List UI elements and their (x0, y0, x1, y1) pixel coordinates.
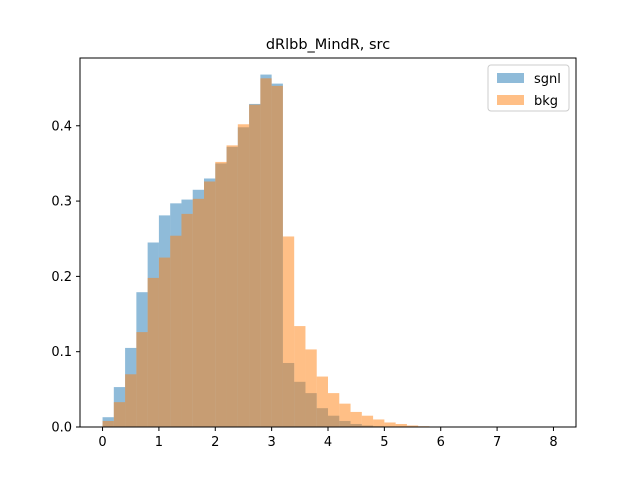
bar-bkg-7 (181, 213, 193, 427)
bar-bkg-24 (373, 419, 385, 427)
x-tick-label-6: 6 (437, 435, 445, 450)
bar-bkg-0 (102, 420, 114, 427)
x-tick-label-4: 4 (324, 435, 332, 450)
bar-bkg-4 (147, 277, 159, 427)
bar-bkg-6 (170, 235, 182, 427)
bar-bkg-11 (226, 145, 238, 427)
bar-bkg-17 (294, 326, 306, 427)
bar-bkg-14 (260, 78, 272, 428)
bar-bkg-25 (384, 422, 396, 427)
y-tick-label-0: 0.0 (51, 421, 72, 436)
bar-bkg-19 (316, 376, 328, 427)
bar-bkg-2 (125, 374, 137, 427)
x-tick-label-3: 3 (267, 435, 275, 450)
bars-layer (102, 74, 464, 428)
bar-bkg-8 (192, 198, 204, 427)
bar-bkg-1 (113, 402, 126, 427)
bar-bkg-21 (339, 403, 351, 427)
x-tick-label-1: 1 (155, 435, 163, 450)
chart-title: dRlbb_MindR, src (266, 37, 390, 53)
bar-bkg-23 (361, 415, 374, 427)
series-bkg (102, 78, 464, 428)
y-tick-label-3: 0.3 (51, 195, 72, 210)
bar-bkg-20 (328, 393, 340, 427)
bar-bkg-10 (215, 161, 227, 427)
legend-swatch-bkg (497, 95, 524, 105)
bar-bkg-27 (406, 425, 419, 427)
x-tick-label-8: 8 (549, 435, 557, 450)
y-tick-label-1: 0.1 (51, 345, 72, 360)
bar-bkg-5 (158, 257, 171, 427)
y-tick-label-2: 0.2 (51, 270, 72, 285)
legend-label-bkg: bkg (534, 94, 558, 109)
bar-bkg-16 (282, 236, 295, 427)
bar-bkg-15 (271, 85, 283, 427)
x-tick-label-7: 7 (493, 435, 501, 450)
bar-bkg-12 (237, 124, 250, 428)
bar-bkg-3 (136, 332, 148, 427)
x-tick-label-5: 5 (380, 435, 388, 450)
legend-swatch-sgnl (497, 73, 524, 83)
bar-bkg-9 (204, 181, 216, 427)
bar-bkg-18 (305, 349, 317, 427)
legend-label-sgnl: sgnl (534, 72, 561, 87)
legend: sgnl bkg (487, 64, 570, 112)
bar-bkg-26 (395, 423, 407, 427)
axes-layer: 0 1 2 3 4 5 6 7 8 0.0 0.1 0.2 0.3 0.4 (51, 57, 577, 450)
x-tick-label-2: 2 (211, 435, 219, 450)
x-tick-label-0: 0 (98, 435, 106, 450)
y-tick-label-4: 0.4 (51, 119, 72, 134)
bar-bkg-13 (249, 104, 261, 428)
bar-bkg-22 (350, 411, 362, 427)
